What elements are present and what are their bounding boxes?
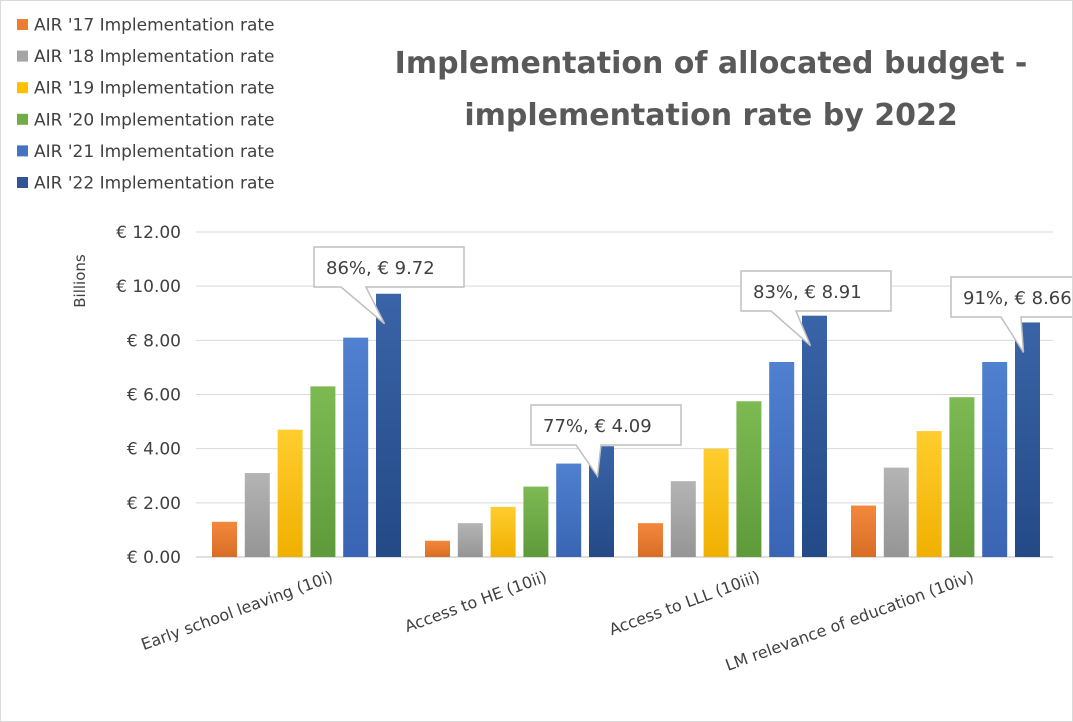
bar (523, 486, 549, 557)
bar (1015, 322, 1040, 557)
legend-swatch (17, 19, 28, 30)
y-tick-label: € 0.00 (127, 548, 181, 568)
bar (490, 506, 516, 557)
bar (212, 521, 237, 557)
callout-box (530, 404, 682, 479)
bar (638, 523, 663, 557)
legend-label: AIR '22 Implementation rate (34, 174, 275, 194)
legend-label: AIR '19 Implementation rate (34, 79, 275, 99)
legend-label: AIR '20 Implementation rate (34, 110, 275, 130)
x-tick-label: Access to HE (10ii) (402, 567, 549, 636)
legend-swatch (17, 113, 28, 125)
bar (736, 401, 762, 557)
y-tick-label: € 8.00 (127, 331, 181, 351)
callout-box (313, 246, 465, 325)
bar (916, 431, 942, 557)
legend-swatch (17, 177, 28, 188)
bar (851, 505, 876, 557)
callouts: 86%, € 9.72 77%, € 4.09 83%, € 8.91 91%, € … (313, 246, 1072, 479)
y-tick-label: € 12.00 (116, 223, 181, 243)
callout-label: 83%, € 8.91 (753, 282, 862, 303)
bar (310, 386, 336, 557)
bar (949, 397, 975, 557)
callout-box (740, 270, 892, 347)
bar (425, 540, 450, 557)
legend-swatch (17, 50, 28, 62)
legend-swatch (17, 82, 28, 94)
y-tick-label: € 6.00 (127, 386, 181, 406)
y-tick-label: € 4.00 (127, 440, 181, 460)
callout-label: 77%, € 4.09 (543, 416, 652, 437)
bar (703, 448, 729, 557)
legend: AIR '17 Implementation rate AIR '18 Imple… (17, 16, 275, 194)
bar (982, 362, 1008, 557)
bar (670, 481, 696, 557)
x-tick-label: Early school leaving (10i) (139, 567, 336, 654)
bar (769, 362, 795, 557)
legend-swatch (17, 145, 28, 157)
x-axis-labels: Early school leaving (10i) Access to HE (… (139, 567, 977, 675)
y-axis-title: Billions (71, 254, 89, 308)
y-tick-label: € 2.00 (127, 494, 181, 514)
callout-label: 91%, € 8.66 (963, 288, 1072, 309)
legend-label: AIR '18 Implementation rate (34, 47, 275, 67)
bar (244, 473, 270, 557)
bar (802, 315, 827, 557)
bar (343, 337, 369, 557)
bar (376, 293, 401, 557)
bar (457, 523, 483, 557)
y-axis-ticks: € 0.00 € 2.00 € 4.00 € 6.00 € 8.00 € 10.00 € 1… (116, 223, 181, 568)
callout-box (950, 276, 1072, 353)
legend-label: AIR '21 Implementation rate (34, 142, 275, 162)
y-tick-label: € 10.00 (116, 277, 181, 297)
callout-label: 86%, € 9.72 (326, 258, 435, 279)
x-tick-label: Access to LLL (10iii) (606, 567, 762, 639)
legend-label: AIR '17 Implementation rate (34, 16, 275, 36)
bar (556, 463, 582, 557)
chart-title-line-1: Implementation of allocated budget - (395, 46, 1028, 81)
bar (277, 429, 303, 557)
bar (883, 467, 909, 557)
chart-title-line-2: implementation rate by 2022 (464, 98, 957, 133)
